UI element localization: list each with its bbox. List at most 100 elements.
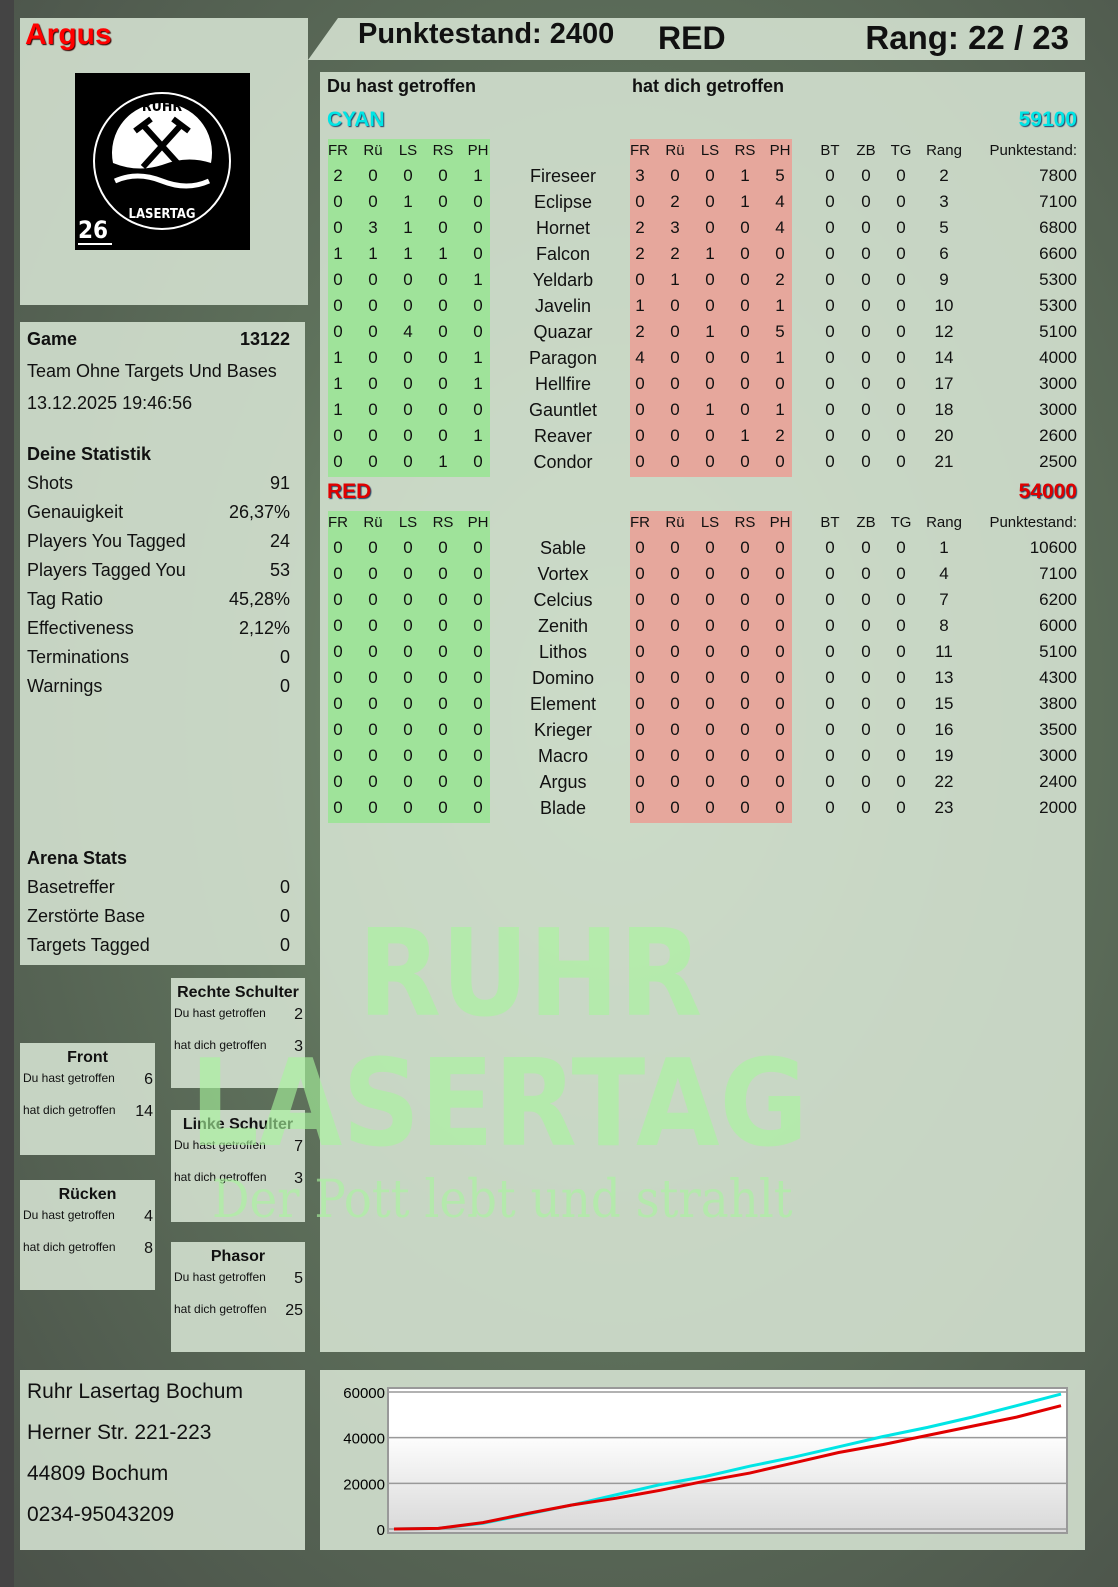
score-table: Du hast getroffen hat dich getroffen CYA… bbox=[320, 72, 1085, 1352]
you-hit-cell: 0 bbox=[438, 538, 448, 557]
hit-you-cell: 0 bbox=[740, 564, 750, 583]
extra-cell: 0 bbox=[861, 322, 871, 341]
you-hit-cell: 0 bbox=[473, 244, 483, 263]
col-header-bt: BT bbox=[820, 142, 840, 159]
stat-label: Effectiveness bbox=[27, 618, 134, 638]
hit-you-cell: 0 bbox=[705, 694, 715, 713]
player-score: 6600 bbox=[1039, 244, 1077, 263]
you-hit-cell: 0 bbox=[473, 746, 483, 765]
hit-you-cell: 1 bbox=[670, 270, 680, 289]
you-hit-cell: 0 bbox=[403, 668, 413, 687]
extra-cell: 0 bbox=[861, 564, 871, 583]
col-header-them: RS bbox=[734, 142, 756, 159]
hit-you-cell: 0 bbox=[775, 374, 785, 393]
extra-cell: 0 bbox=[896, 746, 906, 765]
hit-you-cell: 0 bbox=[775, 798, 785, 817]
you-hit-cell: 0 bbox=[473, 616, 483, 635]
you-hit-cell: 0 bbox=[333, 426, 343, 445]
hit-you-cell: 0 bbox=[670, 426, 680, 445]
extra-cell: 0 bbox=[861, 668, 871, 687]
hit-you-cell: 0 bbox=[775, 720, 785, 739]
hit-you-cell: 0 bbox=[740, 642, 750, 661]
arena-value: 0 bbox=[279, 906, 290, 926]
you-hit-cell: 0 bbox=[368, 374, 378, 393]
hit-you-row: hat dich getroffen 3 bbox=[171, 1038, 305, 1056]
extra-cell: 0 bbox=[825, 270, 835, 289]
team-name: CYAN bbox=[327, 108, 385, 131]
extra-cell: 0 bbox=[861, 218, 871, 237]
extra-cell: 0 bbox=[825, 166, 835, 185]
hit-you-cell: 0 bbox=[740, 772, 750, 791]
col-header-you: LS bbox=[398, 142, 418, 159]
hit-you-cell: 0 bbox=[740, 668, 750, 687]
player-row: 0 0 0 0 0 Sable 0 0 0 0 0 0 0 0 1 10600 bbox=[320, 538, 1085, 564]
player-panel: Argus RUHR LASERTAG 26 bbox=[20, 18, 308, 305]
header-bar: Punktestand: 2400 RED Rang: 22 / 23 bbox=[308, 18, 1085, 60]
you-hit-cell: 1 bbox=[333, 244, 343, 263]
extra-cell: 0 bbox=[896, 374, 906, 393]
you-hit-heading: Du hast getroffen bbox=[327, 76, 477, 96]
hit-you-row: hat dich getroffen 14 bbox=[20, 1103, 155, 1121]
extra-cell: 8 bbox=[939, 616, 949, 635]
you-hit-row: Du hast getroffen 4 bbox=[20, 1208, 155, 1226]
hit-you-cell: 0 bbox=[775, 642, 785, 661]
you-hit-cell: 0 bbox=[438, 192, 448, 211]
extra-cell: 0 bbox=[861, 192, 871, 211]
hit-zone-title: Rechte Schulter bbox=[177, 984, 299, 1001]
hit-you-cell: 1 bbox=[635, 296, 645, 315]
hit-you-cell: 0 bbox=[670, 616, 680, 635]
player-name: Macro bbox=[537, 746, 588, 766]
stat-label: Warnings bbox=[27, 676, 103, 696]
you-hit-cell: 0 bbox=[473, 642, 483, 661]
arena-row: Targets Tagged 0 bbox=[27, 935, 290, 956]
hit-you-cell: 1 bbox=[775, 348, 785, 367]
you-hit-cell: 0 bbox=[473, 192, 483, 211]
you-hit-cell: 0 bbox=[333, 642, 343, 661]
y-tick-label: 20000 bbox=[343, 1476, 385, 1493]
hit-you-cell: 0 bbox=[705, 426, 715, 445]
hit-you-cell: 0 bbox=[670, 538, 680, 557]
arena-label: Targets Tagged bbox=[27, 935, 150, 955]
extra-cell: 0 bbox=[825, 296, 835, 315]
you-hit-label: Du hast getroffen bbox=[174, 1270, 266, 1284]
player-row: 0 0 1 0 0 Eclipse 0 2 0 1 4 0 0 0 3 7100 bbox=[320, 192, 1085, 218]
player-score: 7100 bbox=[1039, 564, 1077, 583]
hit-you-cell: 0 bbox=[705, 668, 715, 687]
player-name: Krieger bbox=[533, 720, 593, 740]
you-hit-cell: 0 bbox=[403, 400, 413, 419]
player-row: 1 0 0 0 1 Paragon 4 0 0 0 1 0 0 0 14 4000 bbox=[320, 348, 1085, 374]
you-hit-cell: 0 bbox=[368, 616, 378, 635]
hit-you-cell: 0 bbox=[740, 374, 750, 393]
extra-cell: 0 bbox=[825, 218, 835, 237]
hit-you-cell: 3 bbox=[670, 218, 680, 237]
arena-row: Zerstörte Base 0 bbox=[27, 906, 290, 927]
you-hit-row: Du hast getroffen 6 bbox=[20, 1071, 155, 1089]
you-hit-cell: 0 bbox=[333, 296, 343, 315]
col-header-them: FR bbox=[630, 514, 650, 531]
player-row: 2 0 0 0 1 Fireseer 3 0 0 1 5 0 0 0 2 7800 bbox=[320, 166, 1085, 192]
extra-cell: 7 bbox=[939, 590, 949, 609]
stat-row: Warnings 0 bbox=[27, 676, 290, 697]
extra-cell: 0 bbox=[825, 668, 835, 687]
hit-you-cell: 0 bbox=[705, 218, 715, 237]
hit-you-cell: 4 bbox=[775, 192, 785, 211]
hit-you-cell: 2 bbox=[635, 322, 645, 341]
you-hit-band bbox=[328, 139, 490, 477]
you-hit-cell: 2 bbox=[333, 166, 343, 185]
window-edge bbox=[0, 0, 14, 1587]
extra-cell: 0 bbox=[825, 400, 835, 419]
stat-value: 26,37% bbox=[228, 502, 290, 522]
extra-cell: 9 bbox=[939, 270, 949, 289]
player-row: 0 0 0 0 0 Javelin 1 0 0 0 1 0 0 0 10 5300 bbox=[320, 296, 1085, 322]
player-score: 2500 bbox=[1039, 452, 1077, 471]
hit-you-cell: 0 bbox=[705, 564, 715, 583]
you-hit-cell: 0 bbox=[473, 798, 483, 817]
hit-you-cell: 0 bbox=[705, 452, 715, 471]
you-hit-cell: 0 bbox=[438, 270, 448, 289]
you-hit-cell: 0 bbox=[368, 668, 378, 687]
col-header-you: Rü bbox=[363, 514, 383, 531]
you-hit-cell: 0 bbox=[368, 270, 378, 289]
col-header-them: FR bbox=[630, 142, 650, 159]
extra-cell: 0 bbox=[896, 564, 906, 583]
player-name: Element bbox=[529, 694, 597, 714]
